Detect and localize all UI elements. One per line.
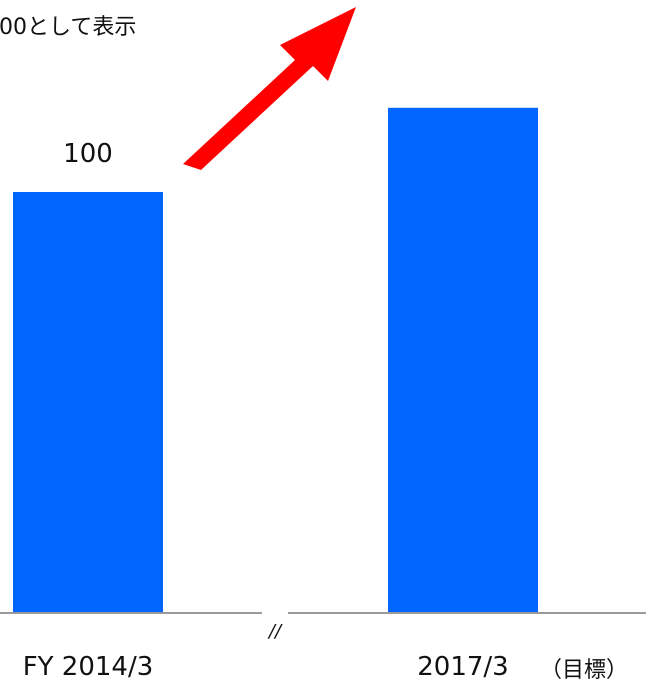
bar-fy2017 xyxy=(388,107,538,614)
bar-fy2014 xyxy=(13,192,163,613)
axis-break-symbol: // xyxy=(267,621,283,642)
growth-arrow-icon xyxy=(183,7,356,170)
x-tick-label-fy2014: FY 2014/3 xyxy=(23,652,154,682)
x-tick-note-target: （目標） xyxy=(540,658,628,683)
chart-title-fragment: 00として表示 xyxy=(0,15,136,40)
data-label-fy2014: 100 xyxy=(63,139,113,169)
x-tick-label-fy2017: 2017/3 xyxy=(417,652,508,682)
axis-break-gap xyxy=(262,606,288,620)
